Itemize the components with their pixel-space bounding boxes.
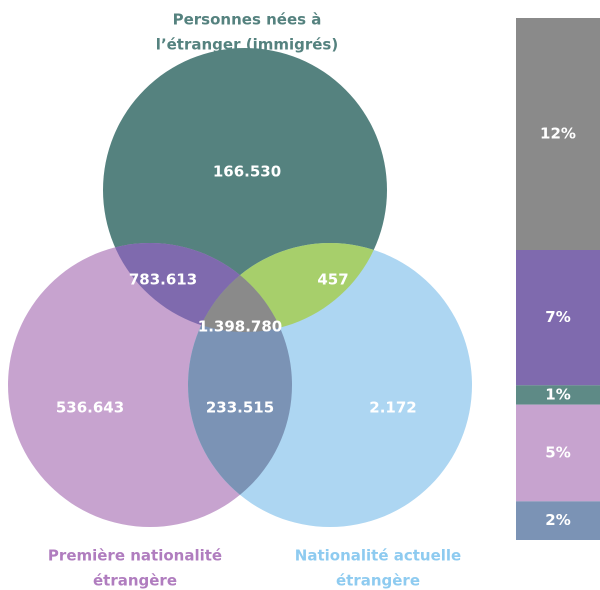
- bar-segment: [516, 501, 600, 540]
- bar-segment: [516, 18, 600, 250]
- overlap-region: [103, 243, 292, 332]
- region-label: 457: [317, 271, 348, 289]
- bar-label: 7%: [545, 308, 570, 326]
- bar-label: 5%: [545, 444, 570, 462]
- set-label: Première nationalité: [48, 547, 222, 565]
- bar-label: 2%: [545, 511, 570, 529]
- set-label: l’étranger (immigrés): [156, 36, 338, 54]
- region-label: 1.398.780: [198, 318, 282, 336]
- region-label: 783.613: [129, 271, 197, 289]
- region-label: 536.643: [56, 399, 124, 417]
- set-label: étrangère: [93, 572, 177, 590]
- overlap-region: [188, 243, 387, 332]
- region-label: 2.172: [369, 399, 416, 417]
- set-label: étrangère: [336, 572, 420, 590]
- bar-label: 12%: [540, 125, 576, 143]
- bar-segment: [516, 385, 600, 405]
- set-label: Nationalité actuelle: [295, 547, 461, 565]
- bar-segment: [516, 404, 600, 502]
- bar-label: 1%: [545, 386, 570, 404]
- region-label: 233.515: [206, 399, 274, 417]
- bar-segment: [516, 250, 600, 386]
- region-label: 166.530: [213, 163, 281, 181]
- set-label: Personnes nées à: [173, 11, 322, 29]
